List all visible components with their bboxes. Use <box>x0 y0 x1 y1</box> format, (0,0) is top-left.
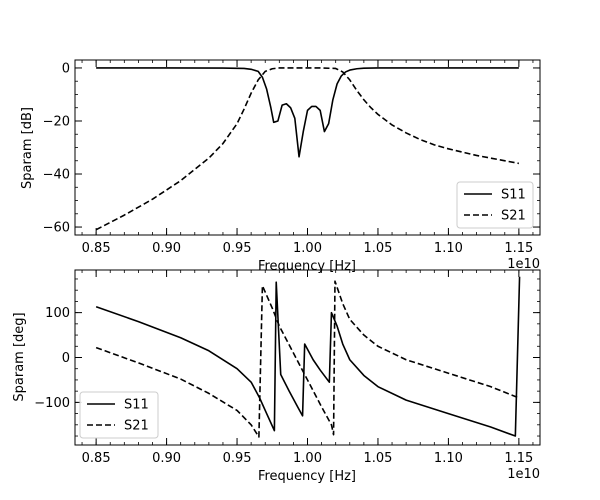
top-y-axis-label: Sparam [dB] <box>20 107 35 189</box>
top-x-tick-label: 0.90 <box>152 241 181 256</box>
top-y-tick-label: −40 <box>43 168 70 183</box>
bottom-x-tick-label: 1.10 <box>434 451 463 466</box>
top-axes: 0.85 0.90 0.95 1.00 1.05 1.10 1.15 0 −20 −40 −60 S1… <box>20 59 541 274</box>
top-x-tick-label: 1.00 <box>293 241 322 256</box>
top-legend-label-s11: S11 <box>501 188 526 203</box>
bottom-x-tick-label: 0.90 <box>152 451 181 466</box>
bottom-legend-label-s11: S11 <box>124 398 149 413</box>
top-y-tick-label: −20 <box>43 114 70 129</box>
bottom-y-tick-label: 0 <box>62 351 70 366</box>
bottom-series-s21-line <box>95 280 520 438</box>
bottom-legend-label-s21: S21 <box>124 419 149 434</box>
bottom-x-axis-label: Frequency [Hz] <box>258 469 356 484</box>
top-y-tick-label: 0 <box>62 61 70 76</box>
top-x-tick-label: 0.95 <box>223 241 252 256</box>
bottom-x-offset-text: 1e10 <box>507 467 540 482</box>
top-x-tick-label: 1.05 <box>363 241 392 256</box>
bottom-x-tick-label: 1.05 <box>363 451 392 466</box>
top-series-s11-line <box>96 67 519 158</box>
bottom-x-tick-label: 0.85 <box>82 451 111 466</box>
bottom-y-tick-label: −100 <box>34 396 70 411</box>
bottom-x-tick-label: 1.00 <box>293 451 322 466</box>
top-legend-label-s21: S21 <box>501 209 526 224</box>
bottom-y-tick-label: 100 <box>45 306 70 321</box>
top-x-tick-label: 1.10 <box>434 241 463 256</box>
bottom-x-tick-label: 1.15 <box>504 451 533 466</box>
top-x-offset-text: 1e10 <box>507 257 540 272</box>
top-y-tick-label: −60 <box>43 221 70 236</box>
bottom-y-axis-label: Sparam [deg] <box>12 312 27 401</box>
top-plot-area: 0.85 0.90 0.95 1.00 1.05 1.10 1.15 0 −20 −40 −60 S1… <box>43 59 541 256</box>
bottom-x-tick-label: 0.95 <box>223 451 252 466</box>
top-x-tick-label: 0.85 <box>82 241 111 256</box>
top-series-s21-line <box>95 67 520 231</box>
bottom-series-s11-line <box>95 276 521 437</box>
top-x-tick-label: 1.15 <box>504 241 533 256</box>
